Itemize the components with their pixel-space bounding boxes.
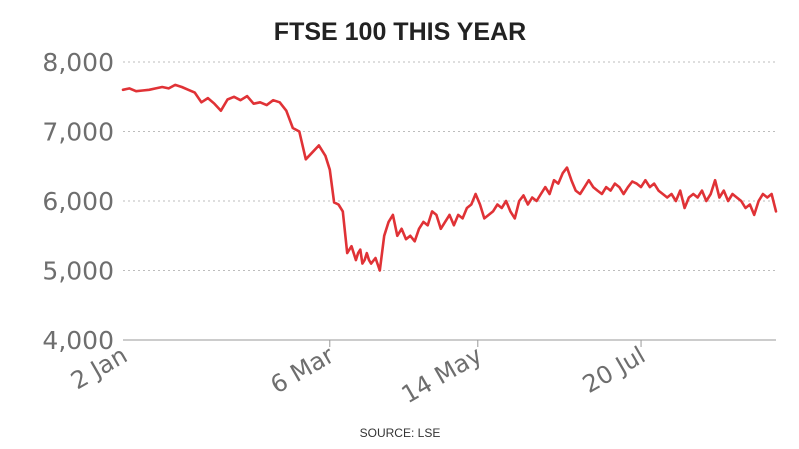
chart-title: FTSE 100 THIS YEAR: [274, 18, 526, 46]
gridlines: [123, 61, 776, 271]
series-line-0: [121, 83, 778, 272]
y-tick-label: 6,000: [42, 187, 114, 216]
series-layer: [121, 83, 778, 272]
y-tick-label: 5,000: [42, 257, 114, 286]
x-tick-label: 14 May: [397, 341, 487, 409]
x-tick-label: 20 Jul: [578, 341, 650, 399]
y-tick-label: 7,000: [42, 118, 114, 147]
source-note: SOURCE: LSE: [360, 426, 441, 440]
x-axis: [123, 339, 776, 347]
x-tick-label: 6 Mar: [266, 341, 339, 399]
y-axis-tick-labels: 4,000 5,000 6,000 7,000 8,000: [42, 48, 114, 355]
y-tick-label: 8,000: [42, 48, 114, 77]
y-tick-label: 4,000: [42, 326, 114, 355]
x-axis-tick-labels: 2 Jan 6 Mar 14 May 20 Jul: [66, 341, 650, 409]
